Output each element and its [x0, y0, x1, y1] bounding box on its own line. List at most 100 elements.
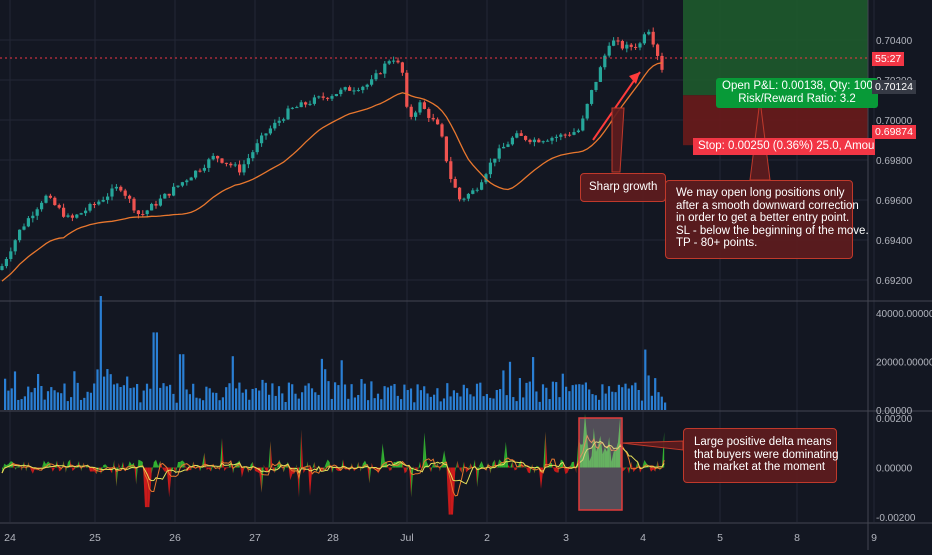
candle-body	[238, 164, 242, 173]
candle-body	[475, 189, 479, 191]
candle-body	[550, 137, 554, 141]
volume-bar	[376, 393, 380, 410]
timer-label: 55:27	[872, 52, 905, 66]
volume-bar	[317, 394, 320, 410]
delta-axis: 0.00200 0.00000 -0.00200	[876, 414, 916, 524]
candle-body	[563, 134, 567, 136]
candle-body	[387, 61, 391, 64]
volume-bar	[456, 392, 459, 410]
volume-bar	[568, 391, 571, 410]
delta-segment	[4, 463, 7, 468]
candle-body	[189, 177, 193, 181]
candle-body	[576, 130, 580, 133]
candle-body	[396, 60, 400, 63]
candle-body	[620, 41, 624, 49]
delta-segment	[19, 465, 22, 471]
volume-bar	[30, 392, 33, 410]
delta-segment	[241, 467, 244, 478]
candle-body	[374, 73, 378, 80]
candle-body	[352, 90, 356, 92]
delta-segment	[437, 462, 440, 472]
candle-body	[255, 143, 259, 153]
delta-segment	[283, 466, 286, 473]
candle-body	[246, 158, 250, 165]
delta-segment	[510, 461, 513, 468]
delta-line-2: that buyers were dominating	[694, 448, 839, 461]
delta-segment	[461, 461, 464, 473]
delta-segment	[624, 466, 627, 470]
volume-bar	[433, 394, 436, 410]
timer-text: 55:27	[875, 53, 902, 65]
volume-bars	[4, 296, 667, 410]
volume-bar	[462, 384, 465, 410]
candle-body	[651, 31, 655, 45]
pnl-box[interactable]: Open P&L: 0.00138, Qty: 100000 Risk/Rewa…	[716, 78, 892, 108]
delta-segment	[123, 461, 126, 472]
delta-segment	[17, 465, 20, 468]
candle-body	[224, 162, 228, 164]
delta-segment	[226, 467, 229, 469]
candle-body	[233, 164, 237, 166]
delta-segment	[439, 462, 442, 472]
delta-segment	[631, 461, 634, 473]
volume-bar	[406, 390, 409, 410]
volume-bar	[617, 384, 620, 410]
candle-body	[638, 43, 642, 48]
delta-segment	[611, 451, 614, 468]
candle-body	[471, 190, 475, 194]
delta-segment	[26, 461, 29, 472]
volume-bar	[202, 400, 205, 410]
delta-segment	[270, 441, 273, 471]
candle-body	[35, 209, 39, 216]
delta-segment	[622, 467, 625, 472]
volume-bar	[383, 386, 386, 410]
volume-bar	[152, 332, 155, 410]
volume-bar	[650, 395, 653, 410]
delta-segment	[571, 461, 574, 468]
sharp-growth-pointer	[611, 107, 625, 173]
volume-bar	[248, 399, 251, 410]
stop-label[interactable]: Stop: 0.00250 (0.36%) 25.0, Amount:	[693, 138, 875, 155]
candle-body	[158, 198, 162, 206]
delta-segment	[455, 460, 458, 473]
volume-bar	[324, 369, 327, 410]
candle-body	[607, 45, 611, 56]
candle-body	[132, 198, 136, 211]
delta-segment	[305, 461, 308, 470]
delta-segment	[182, 460, 185, 468]
price-marker-text: 0.70124	[875, 81, 913, 93]
delta-segment	[323, 464, 326, 472]
candle-body	[268, 128, 272, 134]
volume-bar	[235, 388, 238, 410]
volume-bar	[555, 382, 558, 410]
volume-bar	[231, 356, 234, 410]
moving-average-line	[1, 62, 663, 282]
delta-segment	[325, 459, 328, 468]
delta-segment	[395, 460, 398, 468]
delta-segment	[659, 466, 662, 471]
candle-body	[405, 72, 409, 107]
delta-segment	[521, 459, 524, 469]
delta-segment	[314, 461, 317, 473]
delta-segment	[193, 461, 196, 469]
delta-segment	[103, 464, 106, 468]
strategy-line-2: after a smooth downward correction	[676, 199, 859, 212]
volume-bar	[287, 382, 290, 410]
candle-body	[594, 81, 598, 91]
price-tick-label: 0.69400	[876, 236, 913, 247]
delta-segment	[149, 467, 152, 508]
delta-segment	[505, 441, 508, 468]
candle-body	[22, 226, 26, 230]
delta-segment	[50, 463, 53, 472]
volume-bar	[538, 401, 541, 410]
volume-bar	[353, 397, 356, 410]
candle-body	[106, 196, 110, 200]
delta-segment	[197, 464, 200, 472]
delta-line-1: Large positive delta means	[694, 436, 832, 448]
delta-segment	[151, 462, 154, 474]
candle-body	[625, 44, 629, 49]
delta-segment	[481, 461, 484, 468]
strategy-line-1: We may open long positions only	[676, 187, 845, 199]
candle-body	[31, 215, 35, 219]
